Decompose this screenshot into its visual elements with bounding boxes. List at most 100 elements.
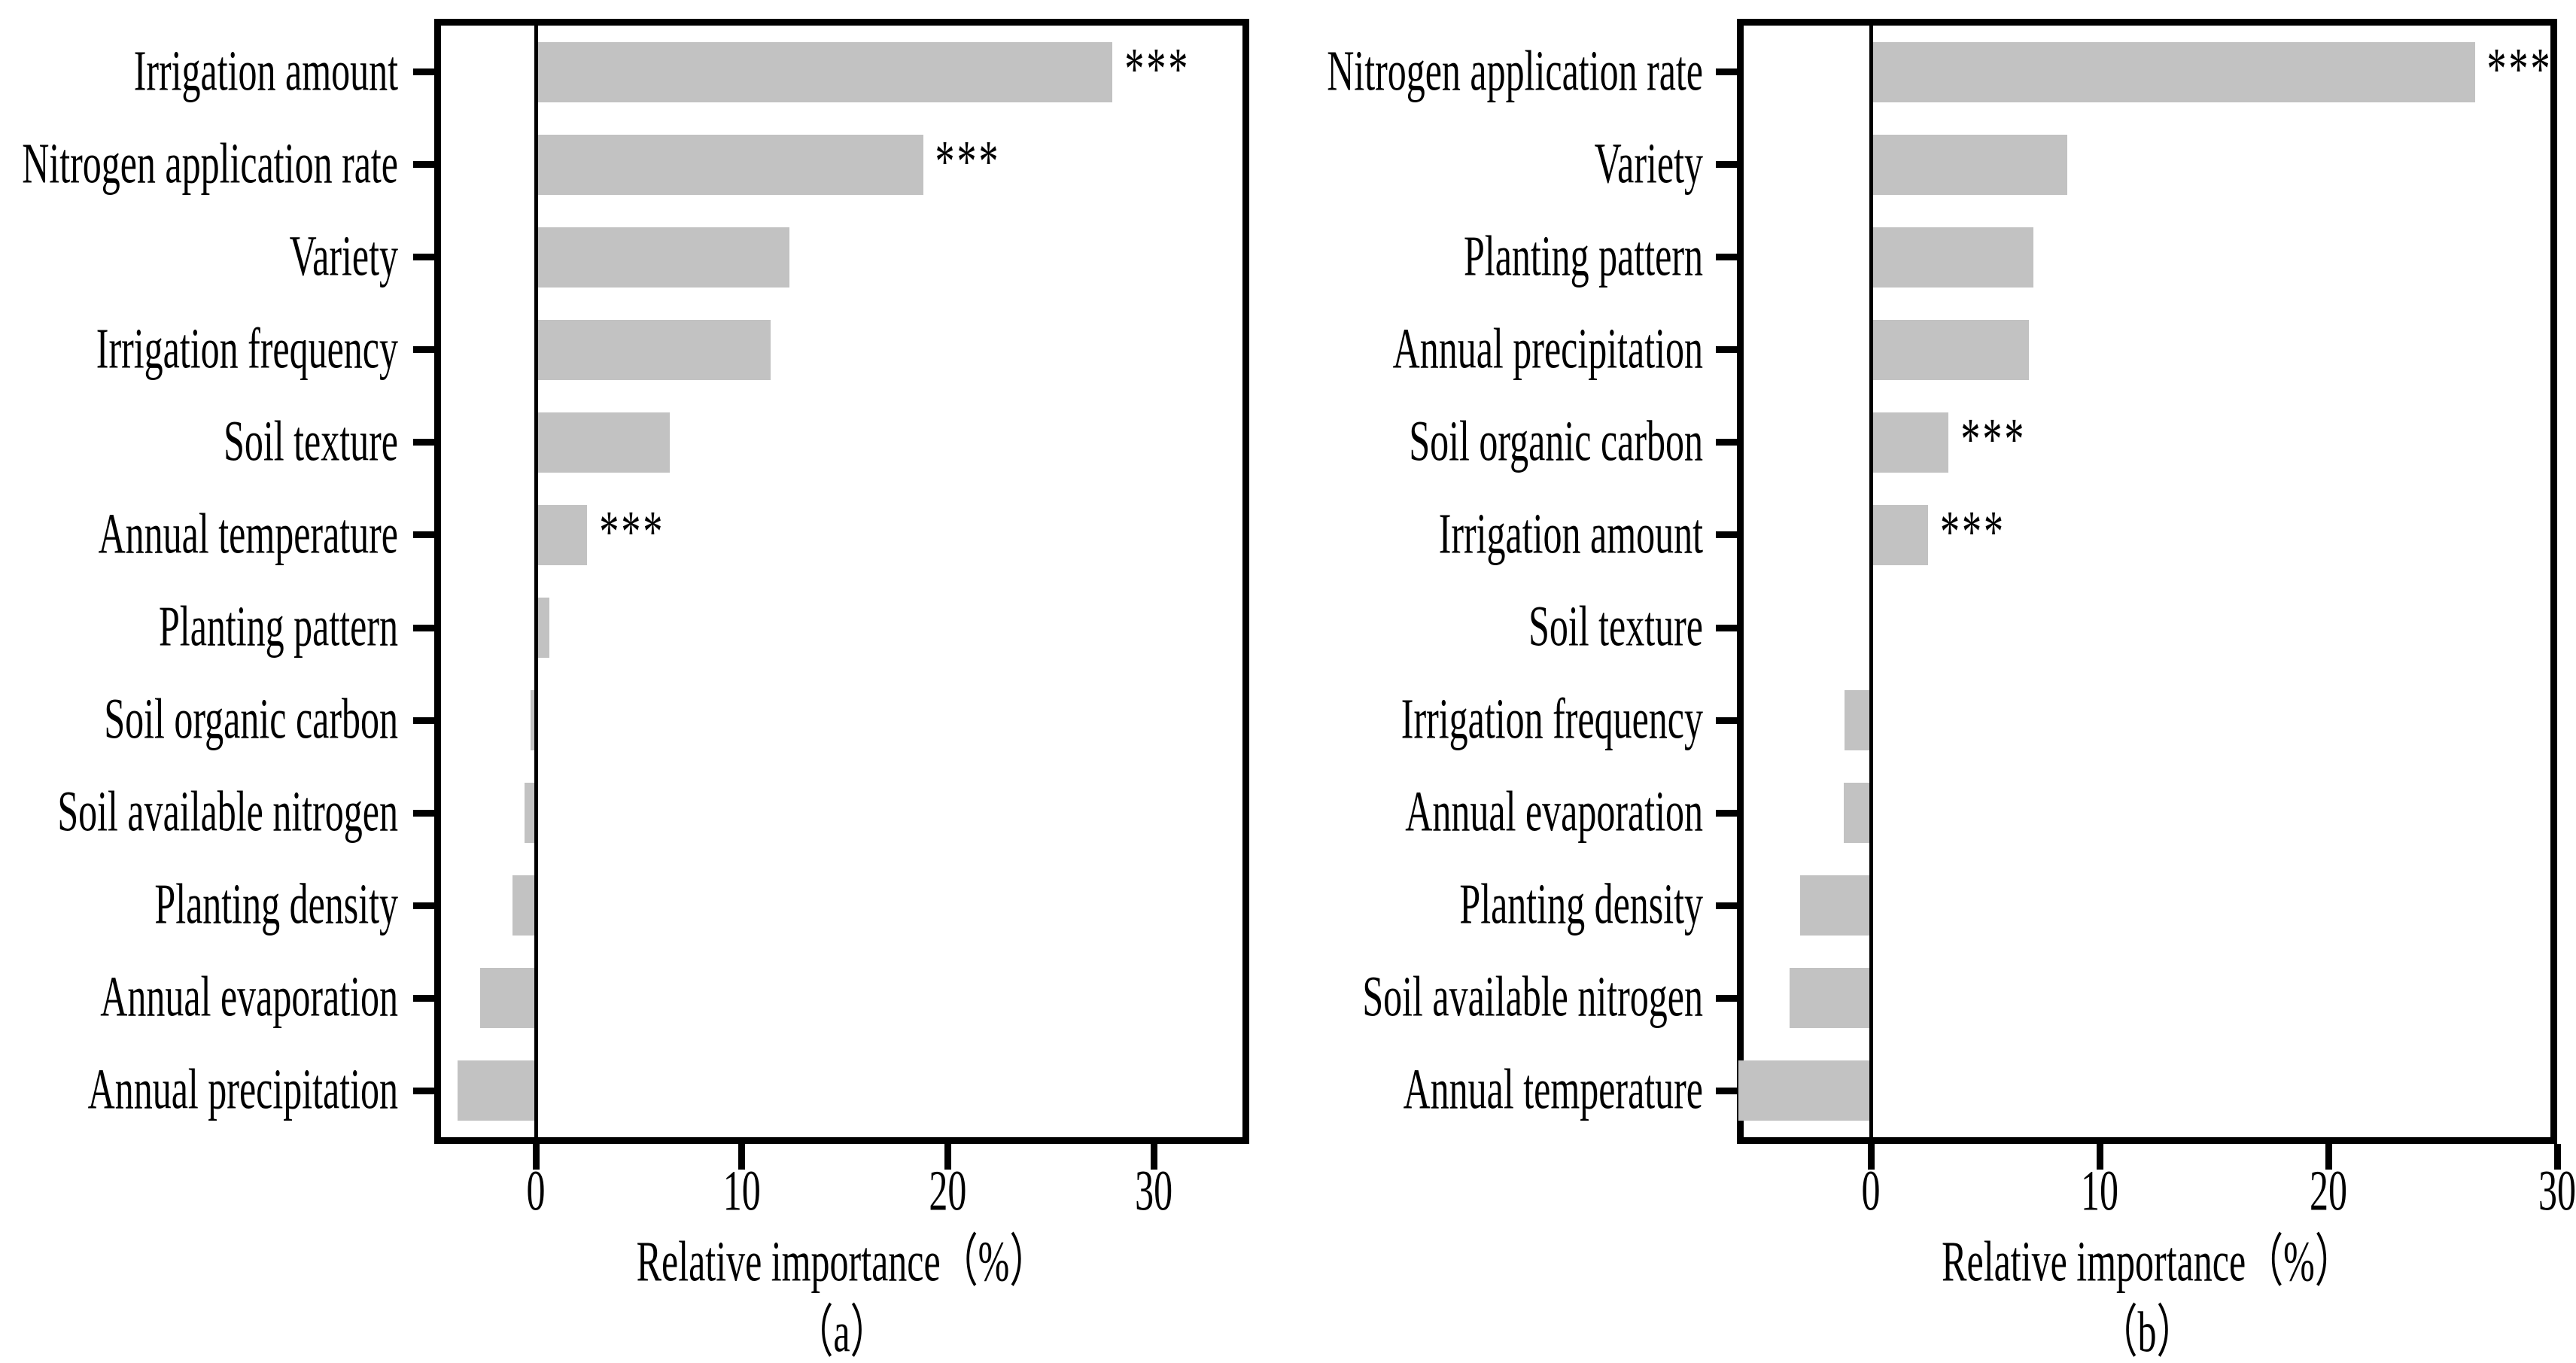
panel-label-b: （b） [1997,1300,2298,1363]
y-label-text: Nitrogen application rate [1327,38,1703,102]
significance-text: *** [599,500,665,566]
y-label-planting-density: Planting density [1270,872,1703,937]
bar-soil-available-nitrogen [524,783,536,844]
y-tick-irrigation-frequency [1716,716,1737,724]
bar-irrigation-amount [1871,504,1928,565]
y-label-text: Soil texture [1528,594,1703,659]
x-tick-label-text: 0 [1861,1158,1881,1223]
x-axis-title-a-text: Relative importance（%） [636,1229,1048,1294]
y-label-text: Annual evaporation [100,964,398,1029]
significance-annual-temperature: *** [599,500,665,567]
y-tick-soil-organic-carbon [413,716,434,724]
zero-axis-line [534,26,538,1137]
y-label-annual-precipitation: Annual precipitation [1270,316,1703,382]
y-label-soil-texture: Soil texture [0,409,398,474]
bar-planting-pattern [1871,227,2033,288]
x-axis-title-a: Relative importance（%） [391,1229,1294,1295]
y-label-text: Annual precipitation [87,1057,398,1121]
bar-annual-precipitation [1871,319,2029,380]
x-tick-label-10: 10 [2024,1158,2175,1224]
bar-irrigation-frequency [1845,690,1871,751]
panel-label-b-text: （b） [2100,1300,2194,1363]
y-tick-planting-density [413,902,434,909]
y-tick-variety [413,254,434,261]
y-tick-annual-evaporation [1716,809,1737,817]
x-tick-10 [738,1144,746,1170]
y-label-text: Soil available nitrogen [1362,964,1703,1029]
significance-irrigation-amount: *** [1124,37,1190,104]
significance-text: *** [935,129,1001,196]
y-tick-annual-precipitation [1716,346,1737,354]
y-label-text: Soil organic carbon [104,686,398,751]
x-tick-0 [1867,1144,1875,1170]
y-label-soil-texture: Soil texture [1270,594,1703,659]
y-label-soil-available-nitrogen: Soil available nitrogen [1270,965,1703,1030]
y-label-planting-pattern: Planting pattern [1270,224,1703,289]
y-label-text: Planting pattern [1464,223,1703,288]
bar-soil-organic-carbon [1871,412,1949,473]
y-label-text: Annual temperature [98,501,398,566]
y-label-text: Variety [1594,130,1703,196]
significance-text: *** [1960,407,2027,473]
y-tick-soil-available-nitrogen [1716,994,1737,1002]
y-label-variety: Variety [1270,131,1703,196]
x-tick-label-0: 0 [461,1158,611,1224]
x-tick-label-30: 30 [1078,1158,1229,1224]
y-label-text: Planting pattern [159,594,398,659]
y-label-planting-density: Planting density [0,872,398,937]
panel-label-a-text: （a） [795,1300,888,1363]
bar-planting-density [1799,875,1871,936]
bar-annual-precipitation [457,1060,536,1121]
bar-nitrogen-application-rate [1871,41,2475,102]
y-label-irrigation-frequency: Irrigation frequency [1270,686,1703,752]
y-tick-annual-evaporation [413,994,434,1002]
bar-soil-available-nitrogen [1790,968,1871,1029]
bar-soil-texture [536,412,670,473]
x-axis-title-b-text: Relative importance（%） [1942,1229,2352,1294]
x-tick-label-text: 30 [1135,1158,1173,1223]
x-tick-30 [1150,1144,1157,1170]
y-label-irrigation-frequency: Irrigation frequency [0,316,398,382]
significance-irrigation-amount: *** [1940,500,2006,567]
zero-axis-line [1869,26,1873,1137]
y-label-text: Irrigation frequency [1401,686,1703,751]
y-tick-planting-density [1716,902,1737,909]
y-label-text: Soil organic carbon [1409,409,1703,473]
x-tick-label-text: 20 [2310,1158,2347,1223]
y-label-soil-organic-carbon: Soil organic carbon [0,686,398,752]
panel-label-a: （a） [692,1300,993,1363]
y-label-soil-available-nitrogen: Soil available nitrogen [0,779,398,844]
y-label-text: Variety [289,223,398,288]
x-axis-title-b: Relative importance（%） [1696,1229,2576,1295]
x-tick-label-text: 20 [929,1158,967,1223]
significance-text: *** [1124,37,1191,102]
bar-variety [536,227,789,288]
x-tick-label-0: 0 [1796,1158,1946,1224]
y-label-annual-temperature: Annual temperature [1270,1057,1703,1122]
y-tick-nitrogen-application-rate [1716,68,1737,76]
y-label-text: Nitrogen application rate [22,130,398,196]
y-tick-annual-temperature [1716,1087,1737,1094]
y-label-annual-evaporation: Annual evaporation [1270,779,1703,844]
y-label-annual-evaporation: Annual evaporation [0,965,398,1030]
bar-nitrogen-application-rate [536,134,923,195]
y-label-text: Irrigation amount [133,38,398,102]
y-tick-planting-pattern [1716,254,1737,261]
y-label-text: Irrigation frequency [96,316,398,381]
x-tick-30 [2553,1144,2561,1170]
y-label-irrigation-amount: Irrigation amount [1270,501,1703,567]
x-tick-label-10: 10 [667,1158,817,1224]
significance-nitrogen-application-rate: *** [935,129,1001,196]
y-tick-soil-texture [413,439,434,446]
y-tick-irrigation-frequency [413,346,434,354]
significance-text: *** [1940,500,2006,566]
y-label-irrigation-amount: Irrigation amount [0,38,398,104]
bar-annual-evaporation [480,968,536,1029]
significance-soil-organic-carbon: *** [1960,408,2026,474]
y-label-annual-precipitation: Annual precipitation [0,1057,398,1122]
y-tick-irrigation-amount [1716,531,1737,539]
bar-annual-temperature [536,504,588,565]
y-tick-planting-pattern [413,624,434,631]
bar-annual-evaporation [1843,783,1871,844]
